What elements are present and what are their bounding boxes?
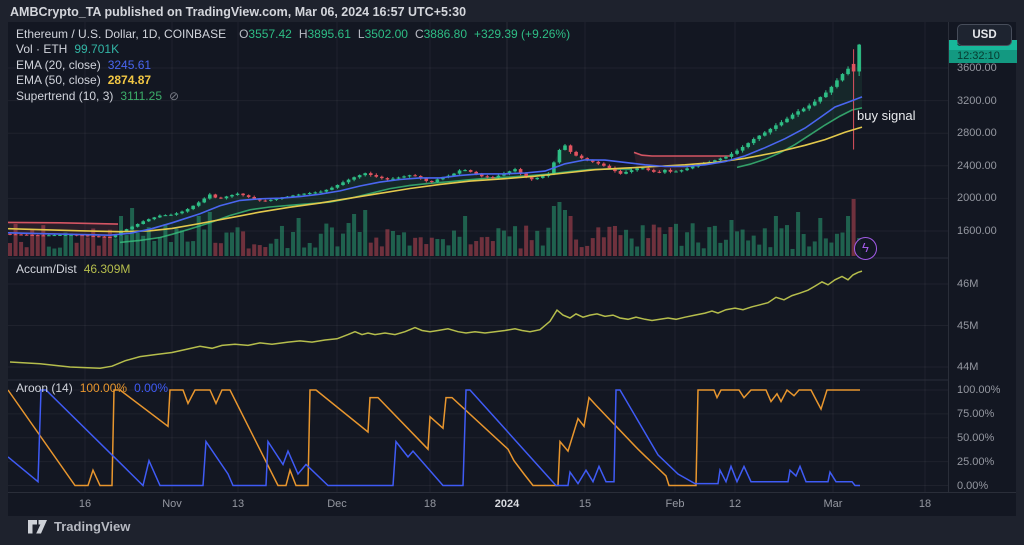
symbol-title[interactable]: Ethereum / U.S. Dollar, 1D, COINBASE xyxy=(16,27,227,41)
time-axis-label: 12 xyxy=(728,498,742,510)
publish-header: AMBCrypto_TA published on TradingView.co… xyxy=(10,5,467,19)
accum-dist-label: Accum/Dist xyxy=(16,262,77,276)
time-axis-label: Feb xyxy=(665,498,685,510)
accum-tick-label: 46M xyxy=(957,278,979,290)
aroon-tick-label: 100.00% xyxy=(957,384,1001,396)
aroon-up-value: 100.00% xyxy=(79,381,128,395)
open-value: 3557.42 xyxy=(248,27,292,41)
instant-trade-lightning-button[interactable]: ϟ xyxy=(854,237,877,260)
time-axis-label: Nov xyxy=(162,498,182,510)
price-tick-label: 1600.00 xyxy=(957,225,997,237)
price-tick-label: 2000.00 xyxy=(957,192,997,205)
time-axis-label: 15 xyxy=(578,498,592,510)
chart-area: Ethereum / U.S. Dollar, 1D, COINBASE O355… xyxy=(8,22,1017,517)
close-value: 3886.80 xyxy=(423,27,468,41)
time-axis-label: 2024 xyxy=(494,498,520,510)
accum-tick-label: 45M xyxy=(957,319,979,332)
aroon-label: Aroon (14) xyxy=(16,381,73,395)
open-label: O xyxy=(239,27,249,41)
time-axis-label: 13 xyxy=(231,498,245,510)
price-tick-label: 3600.00 xyxy=(957,62,997,74)
time-axis-label: Dec xyxy=(327,498,347,510)
change-value: +329.39 (+9.26%) xyxy=(474,27,571,41)
ema50-value: 2874.87 xyxy=(107,73,152,88)
aroon-down-value: 0.00% xyxy=(134,381,169,395)
aroon-tick-label: 75.00% xyxy=(957,407,995,420)
legend: Ethereum / U.S. Dollar, 1D, COINBASE O355… xyxy=(16,27,570,104)
volume-value: 99.701K xyxy=(74,42,120,57)
aroon-tick-label: 0.00% xyxy=(957,479,989,492)
bar-countdown: 12:32:10 xyxy=(949,50,1017,63)
legend-ema50-row[interactable]: EMA (50, close) 2874.87 xyxy=(16,73,570,88)
legend-supertrend-row[interactable]: Supertrend (10, 3) 3111.25 ⊘ xyxy=(16,89,570,104)
price-axis[interactable]: USD 3886.80 12:32:10 3600.003200.002800.… xyxy=(948,22,1017,492)
legend-ema20-row[interactable]: EMA (20, close) 3245.61 xyxy=(16,58,570,73)
time-axis-label: 16 xyxy=(78,498,92,510)
footer-brand[interactable]: TradingView xyxy=(28,519,130,534)
price-tick-label: 2400.00 xyxy=(957,159,997,172)
ema50-label: EMA (50, close) xyxy=(16,73,101,88)
supertrend-label: Supertrend (10, 3) xyxy=(16,88,114,103)
time-axis-label: Mar xyxy=(823,498,843,510)
ema20-label: EMA (20, close) xyxy=(16,57,101,72)
accum-tick-label: 44M xyxy=(957,361,979,373)
aroon-pane-label[interactable]: Aroon (14) 100.00% 0.00% xyxy=(16,381,168,395)
close-label: C xyxy=(414,27,424,41)
tradingview-logo-icon xyxy=(28,519,47,533)
time-axis-label: 18 xyxy=(423,498,437,510)
low-label: L xyxy=(357,27,365,41)
volume-label: Vol · ETH xyxy=(16,42,68,57)
legend-symbol-row[interactable]: Ethereum / U.S. Dollar, 1D, COINBASE O355… xyxy=(16,27,570,42)
supertrend-value: 3111.25 xyxy=(120,88,162,103)
tradingview-brand-text: TradingView xyxy=(54,519,131,534)
accum-dist-value: 46.309M xyxy=(83,262,131,276)
price-tick-label: 2800.00 xyxy=(957,127,997,140)
buy-signal-annotation: buy signal xyxy=(857,108,916,123)
low-value: 3502.00 xyxy=(364,27,408,41)
ema20-value: 3245.61 xyxy=(107,57,152,72)
high-label: H xyxy=(298,27,308,41)
accum-dist-pane-label[interactable]: Accum/Dist 46.309M xyxy=(16,262,130,276)
legend-volume-row[interactable]: Vol · ETH 99.701K xyxy=(16,42,570,57)
time-axis[interactable]: 16 Nov 13 Dec 18 2024 15 Feb 12 Mar 18 xyxy=(8,492,1016,517)
high-value: 3895.61 xyxy=(307,27,351,41)
price-chart-canvas[interactable] xyxy=(8,22,948,516)
currency-toggle-button[interactable]: USD xyxy=(957,24,1012,46)
hide-indicator-icon[interactable]: ⊘ xyxy=(169,88,180,103)
aroon-tick-label: 50.00% xyxy=(957,431,995,444)
price-tick-label: 3200.00 xyxy=(957,94,997,107)
aroon-tick-label: 25.00% xyxy=(957,455,995,468)
time-axis-label: 18 xyxy=(918,498,932,510)
